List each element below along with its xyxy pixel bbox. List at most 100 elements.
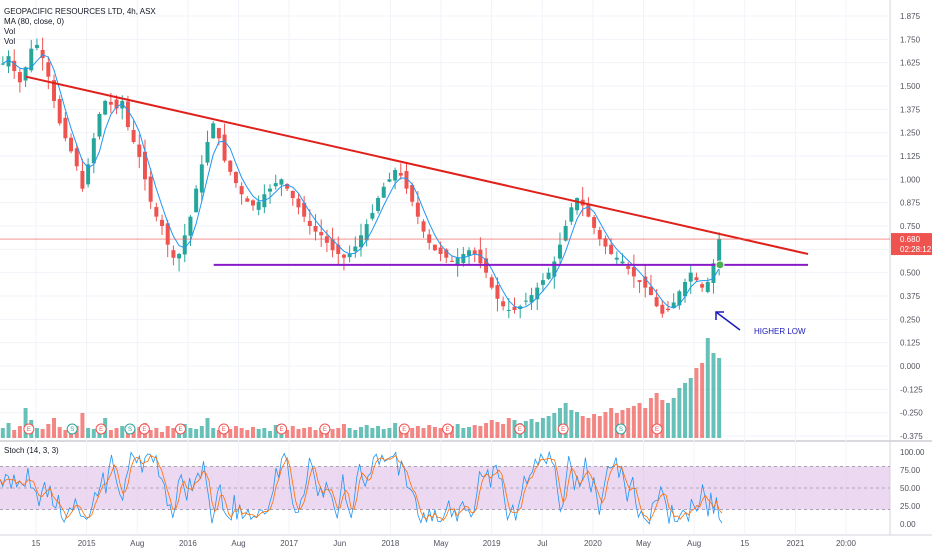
candle-body xyxy=(455,257,460,266)
time-tick-label: Aug xyxy=(231,539,245,548)
volume-bar xyxy=(472,425,477,438)
volume-bar xyxy=(6,423,11,438)
volume-bar xyxy=(23,408,28,438)
volume-bar xyxy=(495,422,500,438)
higher-low-annotation[interactable]: HIGHER LOW xyxy=(715,311,806,336)
volume-bar xyxy=(387,428,392,438)
candle-body xyxy=(69,137,74,152)
event-label: E xyxy=(27,427,31,433)
candle-body xyxy=(228,160,233,172)
volume-bar xyxy=(199,426,204,438)
candle-body xyxy=(114,99,119,109)
candle-body xyxy=(660,304,665,314)
candle-body xyxy=(199,164,204,193)
time-tick-label: Jun xyxy=(333,539,346,548)
candle-body xyxy=(495,285,500,299)
volume-bar xyxy=(313,430,318,438)
last-price-value: 0.680 xyxy=(900,235,921,244)
volume-bar xyxy=(69,431,74,438)
volume-bar xyxy=(683,383,688,438)
stoch-axis[interactable]: 100.00 75.00 50.00 25.00 0.00 xyxy=(900,448,925,529)
price-tick-label: -0.250 xyxy=(900,409,923,418)
volume-bar xyxy=(250,427,255,438)
candle-body xyxy=(154,207,159,217)
candle-body xyxy=(677,291,682,306)
volume-bar xyxy=(86,428,91,438)
volume-bar xyxy=(575,412,580,438)
volume-bar xyxy=(381,429,386,438)
stoch-legend: Stoch (14, 3, 3) xyxy=(4,446,59,455)
volume-bar xyxy=(643,408,648,438)
volume-bar xyxy=(717,358,722,438)
volume-bar xyxy=(637,403,642,438)
candle-body xyxy=(671,302,676,308)
main-pane[interactable] xyxy=(0,0,890,440)
time-tick-label: 2017 xyxy=(280,539,298,548)
candle-body xyxy=(46,62,51,77)
event-marker xyxy=(95,423,107,435)
candle-body xyxy=(529,295,534,303)
candle-body xyxy=(6,56,11,67)
volume-bar xyxy=(461,428,466,438)
event-label: E xyxy=(402,427,406,433)
event-marker xyxy=(557,423,569,435)
time-tick-label: Aug xyxy=(687,539,701,548)
candle-body xyxy=(194,188,199,213)
candle-body xyxy=(324,236,329,243)
volume-bar xyxy=(330,429,335,438)
volume-bar xyxy=(228,429,233,438)
candle-body xyxy=(347,254,352,258)
candle-body xyxy=(29,48,34,71)
volume-bar xyxy=(489,420,494,438)
time-tick-label: Jul xyxy=(537,539,547,548)
volume-bar xyxy=(529,419,534,438)
time-tick-label: 20:00 xyxy=(836,539,857,548)
candle-body xyxy=(285,184,290,189)
volume-bar xyxy=(160,432,165,438)
price-tick-label: -0.375 xyxy=(900,432,923,441)
volume-bar xyxy=(0,428,5,438)
volume-bar xyxy=(415,426,420,438)
volume-bar xyxy=(268,431,273,438)
volume-bar xyxy=(438,428,443,438)
volume-bar xyxy=(455,424,460,438)
trendline-drawings[interactable] xyxy=(0,75,890,270)
annotation-arrow xyxy=(715,311,741,331)
candle-body xyxy=(12,60,17,72)
legend-symbol: GEOPACIFIC RESOURCES LTD, 4h, ASX xyxy=(4,7,156,16)
event-marker xyxy=(276,423,288,435)
candle-body xyxy=(711,263,716,283)
stoch-tick-label: 50.00 xyxy=(900,484,921,493)
price-tick-label: 1.375 xyxy=(900,105,921,114)
candle-body xyxy=(330,239,335,251)
volume-bar xyxy=(57,427,62,438)
candle-body xyxy=(108,101,113,105)
volume-bar xyxy=(592,414,597,438)
event-label: E xyxy=(655,427,659,433)
volume-bar xyxy=(432,427,437,438)
volume-bar xyxy=(677,388,682,438)
last-price-tag-bg xyxy=(891,233,932,256)
volume-bar xyxy=(40,429,45,438)
time-tick-label: 15 xyxy=(32,539,41,548)
stoch-k-line xyxy=(0,450,723,525)
volume-bar xyxy=(91,429,96,438)
candle-body xyxy=(250,200,255,206)
price-tick-label: 1.125 xyxy=(900,152,921,161)
candle-body xyxy=(63,117,68,139)
candle-body xyxy=(120,100,125,109)
candle-body xyxy=(74,148,79,167)
stoch-tick-label: 0.00 xyxy=(900,520,916,529)
event-marker xyxy=(138,423,150,435)
price-tick-label: 1.250 xyxy=(900,129,921,138)
volume-bar xyxy=(12,430,17,438)
time-tick-label: 2015 xyxy=(78,539,96,548)
candle-body xyxy=(131,130,136,142)
candle-body xyxy=(705,282,710,292)
price-axis[interactable]: 1.875 1.750 1.625 1.500 1.375 1.250 1.125 1.000… xyxy=(900,12,923,441)
candle-body xyxy=(506,310,511,311)
candle-body xyxy=(137,144,142,157)
time-axis[interactable]: 15 2015 Aug 2016 Aug 2017 Jun 2018 May 2019 Jul 202… xyxy=(32,539,857,548)
